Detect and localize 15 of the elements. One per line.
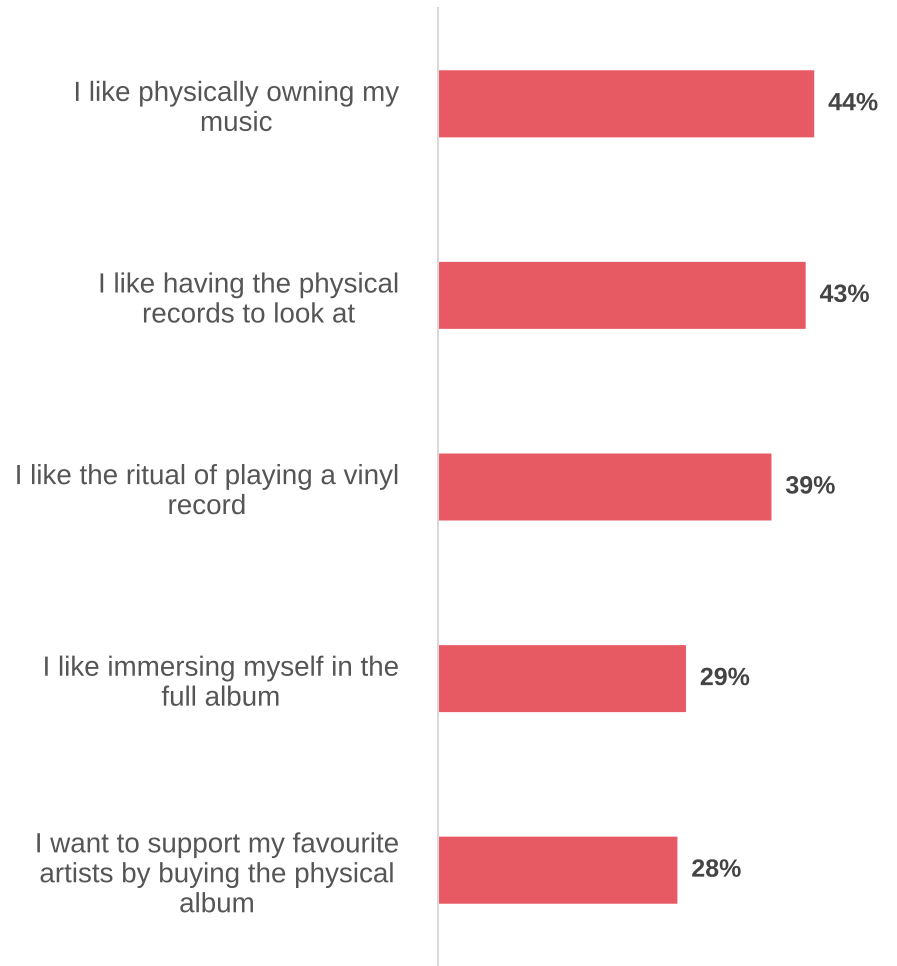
data-label: 43% — [820, 284, 869, 302]
data-label: 29% — [700, 668, 750, 686]
bar — [438, 453, 772, 521]
bar — [438, 836, 678, 904]
y-tick-label: I want to support my favourite artists by buying the physical album — [37, 832, 398, 912]
bar — [438, 70, 814, 138]
data-label: 44% — [828, 92, 878, 110]
data-label: 28% — [692, 859, 741, 877]
y-tick-label: I like immersing myself in the full album — [45, 656, 398, 706]
data-label: 39% — [786, 476, 835, 494]
y-tick-label: I like physically owning my music — [76, 80, 400, 132]
y-tick-label: I like having the physical records to look at — [100, 272, 398, 323]
bar — [438, 645, 686, 712]
y-tick-label: I like the ritual of playing a vinyl record — [17, 464, 398, 514]
bar — [438, 262, 806, 329]
